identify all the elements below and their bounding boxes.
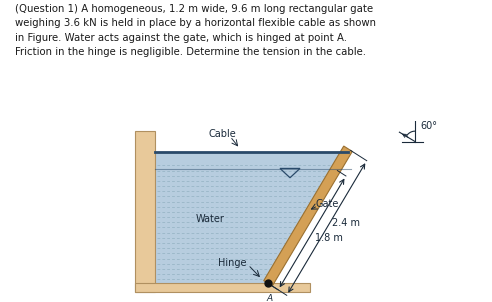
Bar: [135, 131, 155, 292]
Text: Hinge: Hinge: [218, 258, 246, 268]
Polygon shape: [155, 152, 348, 283]
Polygon shape: [264, 146, 352, 286]
Text: 2.4 m: 2.4 m: [332, 218, 360, 228]
Text: 1.8 m: 1.8 m: [315, 233, 343, 243]
Text: A: A: [267, 294, 273, 302]
Text: 60°: 60°: [420, 121, 437, 131]
Text: (Question 1) A homogeneous, 1.2 m wide, 9.6 m long rectangular gate
weighing 3.6: (Question 1) A homogeneous, 1.2 m wide, …: [15, 4, 376, 57]
Text: Cable: Cable: [208, 129, 236, 139]
Text: Gate: Gate: [316, 199, 339, 209]
Text: Water: Water: [195, 214, 224, 224]
Bar: [135, 283, 310, 292]
